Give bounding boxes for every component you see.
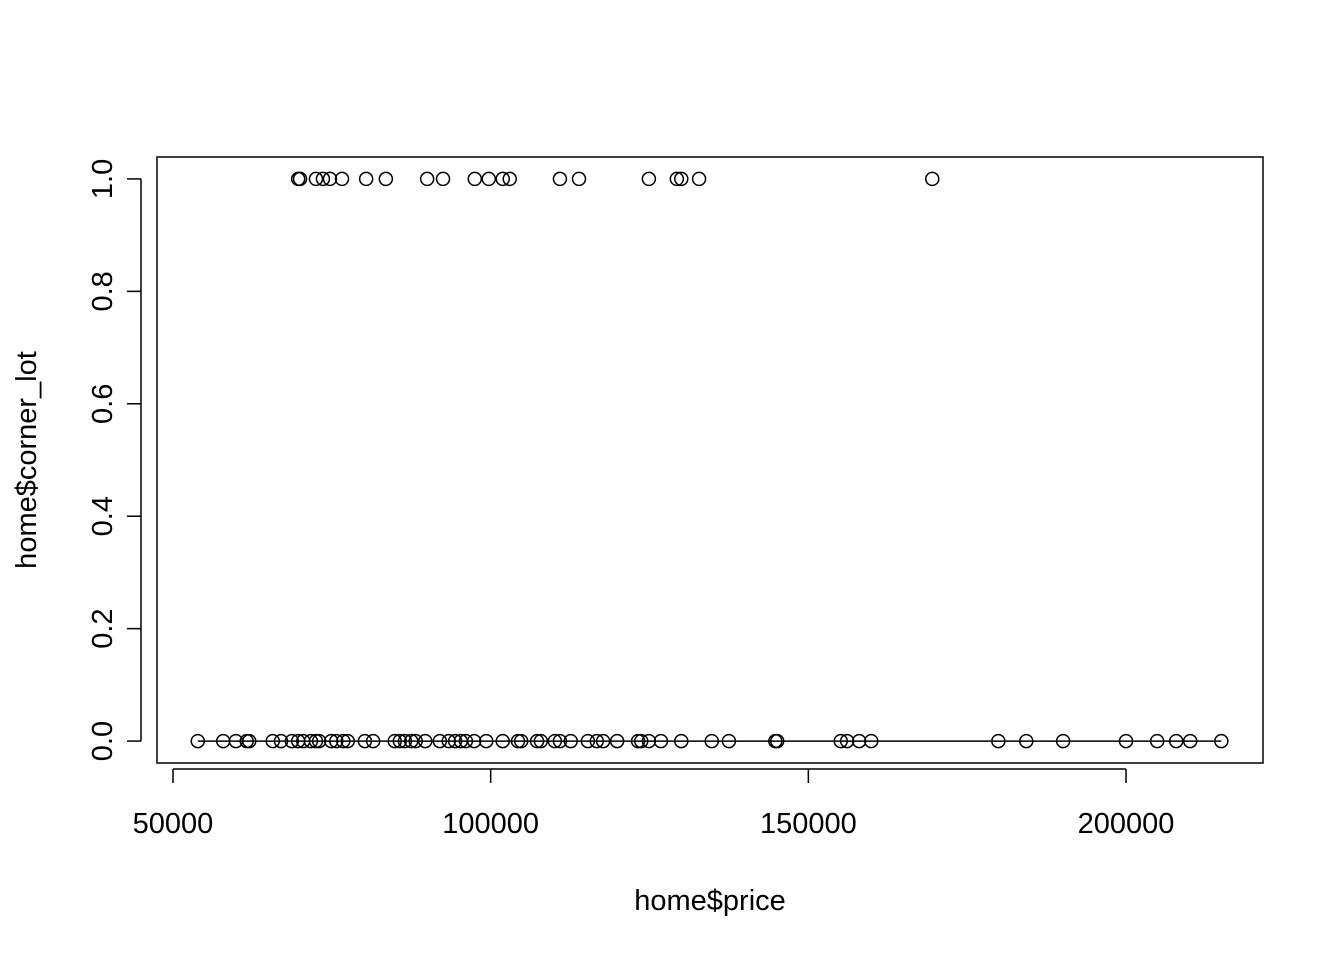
point xyxy=(397,733,413,749)
point xyxy=(669,171,685,187)
point xyxy=(265,733,281,749)
point xyxy=(408,733,423,749)
point xyxy=(432,733,448,749)
point xyxy=(691,171,707,187)
point xyxy=(311,733,327,749)
point xyxy=(358,171,374,187)
x-tick-label: 50000 xyxy=(133,808,214,840)
point xyxy=(1214,733,1229,749)
point xyxy=(481,171,497,187)
y-tick-label: 0.2 xyxy=(87,608,119,648)
point xyxy=(533,733,549,749)
point xyxy=(458,733,474,749)
point xyxy=(378,171,394,187)
y-axis-label: home$corner_lot xyxy=(11,351,43,569)
point xyxy=(467,171,483,187)
point xyxy=(502,171,517,187)
point xyxy=(447,733,463,749)
point xyxy=(839,733,855,749)
y-tick-label: 1.0 xyxy=(87,159,119,199)
point xyxy=(441,733,456,749)
point xyxy=(513,733,529,749)
point xyxy=(340,733,355,749)
point xyxy=(674,171,689,187)
point xyxy=(1168,733,1184,749)
point xyxy=(273,733,289,749)
point xyxy=(284,733,300,749)
point xyxy=(589,733,605,749)
point xyxy=(417,733,433,749)
point xyxy=(435,171,451,187)
x-tick-label: 100000 xyxy=(442,808,539,840)
point xyxy=(315,171,331,187)
point xyxy=(495,733,511,749)
point xyxy=(721,733,737,749)
point xyxy=(357,733,373,749)
point xyxy=(478,733,494,749)
point xyxy=(323,733,339,749)
point xyxy=(1019,733,1034,749)
point xyxy=(634,733,649,749)
point xyxy=(1149,733,1165,749)
point xyxy=(863,733,879,749)
point xyxy=(571,171,587,187)
point xyxy=(580,733,596,749)
point xyxy=(529,733,545,749)
point xyxy=(552,171,568,187)
point xyxy=(387,733,402,749)
point xyxy=(336,733,351,749)
point xyxy=(242,733,257,749)
point xyxy=(1055,733,1071,749)
point xyxy=(991,733,1006,749)
point xyxy=(674,733,689,749)
x-axis-label: home$price xyxy=(634,885,786,917)
y-tick-label: 0.6 xyxy=(87,384,119,424)
point xyxy=(641,733,657,749)
point xyxy=(595,733,611,749)
point xyxy=(190,733,206,749)
point xyxy=(419,171,435,187)
point xyxy=(495,171,511,187)
point xyxy=(851,733,867,749)
point xyxy=(769,733,785,749)
y-tick-label: 0.0 xyxy=(87,721,119,761)
point xyxy=(292,171,308,187)
point xyxy=(1118,733,1134,749)
point xyxy=(392,733,408,749)
x-tick-label: 200000 xyxy=(1078,808,1175,840)
y-tick-label: 0.4 xyxy=(87,496,119,536)
point xyxy=(609,733,625,749)
point xyxy=(547,733,563,749)
point xyxy=(303,733,319,749)
point xyxy=(466,733,482,749)
point xyxy=(334,171,350,187)
point xyxy=(563,733,578,749)
point xyxy=(552,733,568,749)
plot-frame xyxy=(156,156,1264,764)
x-tick-label: 150000 xyxy=(760,808,857,840)
point xyxy=(924,171,940,187)
point xyxy=(704,733,720,749)
point xyxy=(1182,733,1198,749)
point xyxy=(365,733,381,749)
point xyxy=(653,733,669,749)
point xyxy=(322,171,338,187)
point xyxy=(329,733,344,749)
point xyxy=(833,733,849,749)
y-tick-label: 0.8 xyxy=(87,271,119,311)
point xyxy=(308,171,324,187)
point xyxy=(404,733,419,749)
point xyxy=(641,171,657,187)
